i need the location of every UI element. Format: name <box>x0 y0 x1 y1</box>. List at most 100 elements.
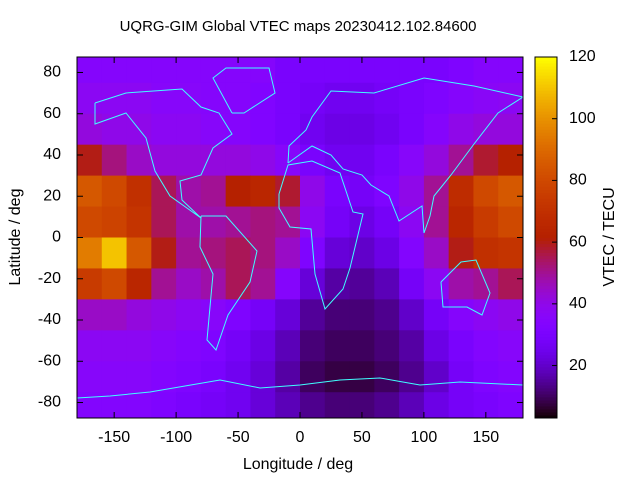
heat-cell <box>225 206 251 238</box>
colorbar-step <box>535 222 557 226</box>
colorbar-step <box>535 69 557 73</box>
heat-cell <box>77 237 103 269</box>
heat-cell <box>423 299 450 331</box>
heat-cell <box>151 57 177 84</box>
heat-cell <box>399 299 425 331</box>
heat-cell <box>225 237 251 269</box>
heat-cell <box>250 392 276 418</box>
heat-cell <box>374 299 400 331</box>
heat-cell <box>349 268 375 300</box>
heat-cell <box>151 299 177 331</box>
heat-cell <box>498 392 523 418</box>
heat-cell <box>423 392 450 418</box>
colorbar-step <box>535 171 557 175</box>
heat-cell <box>498 206 523 238</box>
colorbar-step <box>535 273 557 278</box>
heat-cell <box>275 113 301 146</box>
y-tick-label: -20 <box>38 270 61 287</box>
colorbar-step <box>535 120 557 124</box>
heat-cell <box>126 175 152 208</box>
y-tick-label: 40 <box>43 146 61 163</box>
heat-cell <box>399 361 425 393</box>
heat-cell <box>200 206 227 238</box>
heat-cell <box>250 206 276 238</box>
heat-cell <box>374 175 400 208</box>
colorbar-step <box>535 387 557 392</box>
y-tick-label: 60 <box>43 105 61 122</box>
heat-cell <box>200 299 227 331</box>
heat-cell <box>498 268 523 300</box>
colorbar-step <box>535 135 557 139</box>
colorbar-step <box>535 375 557 380</box>
heat-cell <box>126 392 152 418</box>
y-tick-label: 0 <box>52 229 61 246</box>
heat-cell <box>176 392 202 418</box>
heat-cell <box>423 113 450 146</box>
heat-cell <box>399 392 425 418</box>
heat-cell <box>151 113 177 146</box>
colorbar-label: VTEC / TECU <box>601 187 618 286</box>
colorbar-step <box>535 324 557 329</box>
colorbar-tick-label: 60 <box>569 233 587 250</box>
colorbar-step <box>535 411 557 416</box>
heat-cell <box>448 206 474 238</box>
heat-cell <box>423 330 450 362</box>
heat-cell <box>300 299 326 331</box>
heat-cell <box>250 237 276 269</box>
heat-cell <box>250 268 276 300</box>
colorbar-step <box>535 96 557 100</box>
heat-cell <box>498 361 523 393</box>
colorbar-step <box>535 321 557 326</box>
heat-cell <box>101 268 128 300</box>
coastline <box>212 67 276 114</box>
colorbar-step <box>535 147 557 151</box>
heat-cell <box>275 57 301 84</box>
x-tick-label: 50 <box>353 429 371 446</box>
heat-cell <box>151 206 177 238</box>
colorbar-step <box>535 90 557 94</box>
colorbar <box>535 57 557 419</box>
colorbar-step <box>535 354 557 359</box>
heat-cell <box>349 392 375 418</box>
coastlines <box>77 67 523 399</box>
colorbar-step <box>535 150 557 154</box>
coastline <box>199 215 258 351</box>
colorbar-step <box>535 261 557 266</box>
colorbar-step <box>535 138 557 142</box>
colorbar-step <box>535 399 557 404</box>
colorbar-step <box>535 390 557 395</box>
x-axis-label: Longitude / deg <box>243 456 353 473</box>
colorbar-step <box>535 330 557 335</box>
heat-cell <box>300 392 326 418</box>
heat-cell <box>300 144 326 177</box>
heat-cell <box>126 57 152 84</box>
heat-cell <box>176 82 202 115</box>
y-tick-label: 20 <box>43 187 61 204</box>
colorbar-step <box>535 180 557 184</box>
colorbar-step <box>535 174 557 178</box>
heat-cell <box>77 361 103 393</box>
colorbar-step <box>535 195 557 199</box>
heat-cell <box>498 82 523 115</box>
heat-cell <box>200 237 227 269</box>
heat-cell <box>324 237 351 269</box>
heat-cell <box>275 361 301 393</box>
coastline <box>77 377 523 399</box>
heat-cell <box>77 82 103 115</box>
heat-cell <box>101 330 128 362</box>
heat-cell <box>399 268 425 300</box>
heat-cell <box>473 175 499 208</box>
heat-cell <box>77 113 103 146</box>
heat-cell <box>374 57 400 84</box>
colorbar-step <box>535 327 557 332</box>
colorbar-step <box>535 75 557 79</box>
colorbar-step <box>535 84 557 88</box>
heat-cell <box>374 82 400 115</box>
heat-cell <box>448 268 474 300</box>
x-tick-label: -50 <box>226 429 249 446</box>
heat-cell <box>275 268 301 300</box>
heat-cell <box>101 392 128 418</box>
heat-cell <box>225 268 251 300</box>
colorbar-step <box>535 297 557 302</box>
